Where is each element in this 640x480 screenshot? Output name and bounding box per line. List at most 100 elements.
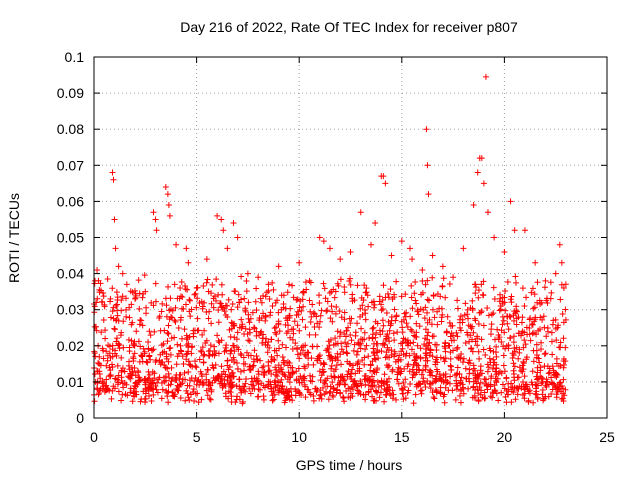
data-point-bulk [206,395,213,402]
data-point-bulk [425,329,432,336]
data-point-bulk [99,345,106,352]
data-point-bulk [458,350,465,357]
data-point-bulk [422,384,429,391]
data-point-bulk [316,324,323,331]
data-point-bulk [475,294,482,301]
data-point-bulk [434,321,441,328]
data-point-bulk [370,298,377,305]
data-point-bulk [549,351,556,358]
data-point-bulk [361,336,368,343]
data-point-bulk [459,359,466,366]
data-point-bulk [182,286,189,293]
data-point-bulk [310,361,317,368]
data-point-bulk [381,341,388,348]
data-point-bulk [184,286,191,293]
data-point-bulk [241,367,248,374]
data-point-bulk [254,356,261,363]
data-point-bulk [341,398,348,405]
data-point [425,191,432,198]
data-point-bulk [186,396,193,403]
data-point-bulk [116,341,123,348]
data-point-bulk [200,283,207,290]
data-point-bulk [356,388,363,395]
data-point-bulk [286,312,293,319]
data-point-bulk [276,368,283,375]
data-point-bulk [354,367,361,374]
data-point-bulk [268,388,275,395]
data-point-bulk [166,345,173,352]
data-point-bulk [296,327,303,334]
data-point-bulk [298,379,305,386]
data-point-bulk [106,364,113,371]
data-point-bulk [508,380,515,387]
data-point-bulk [333,304,340,311]
data-point-bulk [498,389,505,396]
data-point-bulk [489,365,496,372]
data-point-bulk [526,316,533,323]
data-point-bulk [475,398,482,405]
data-point-bulk [414,342,421,349]
y-tick-label: 0 [76,410,84,426]
data-point-bulk [393,396,400,403]
data-point-bulk [351,341,358,348]
data-point-bulk [390,330,397,337]
data-point-bulk [562,281,569,288]
data-point-bulk [327,354,334,361]
data-point-bulk [172,304,179,311]
data-point-bulk [341,289,348,296]
data-point-bulk [373,349,380,356]
data-point-bulk [500,352,507,359]
data-point-bulk [418,291,425,298]
data-point-bulk [413,353,420,360]
data-point-bulk [239,398,246,405]
data-point-bulk [409,305,416,312]
data-point-bulk [218,363,225,370]
data-point-bulk [397,356,404,363]
data-point-bulk [251,325,258,332]
data-point-bulk [480,278,487,285]
data-point-bulk [398,293,405,300]
data-point-bulk [456,354,463,361]
data-point-bulk [430,293,437,300]
data-point [474,169,481,176]
data-point-bulk [440,372,447,379]
data-point-bulk [284,358,291,365]
data-point-bulk [347,390,354,397]
data-point-bulk [148,299,155,306]
data-point-bulk [472,378,479,385]
data-point-bulk [385,290,392,297]
data-point-bulk [183,387,190,394]
data-point-bulk [294,296,301,303]
data-point-bulk [511,363,518,370]
data-point [96,360,103,367]
data-point-bulk [128,372,135,379]
data-point-bulk [196,356,203,363]
data-point-bulk [102,327,109,334]
data-point-bulk [478,308,485,315]
data-point-bulk [286,396,293,403]
data-point-bulk [185,358,192,365]
data-point-bulk [384,364,391,371]
data-point-bulk [401,365,408,372]
data-point-bulk [287,385,294,392]
data-point-bulk [453,380,460,387]
data-point-bulk [143,304,150,311]
data-point-bulk [145,376,152,383]
data-point-bulk [171,334,178,341]
data-point-bulk [427,385,434,392]
data-point-bulk [450,347,457,354]
data-point-bulk [321,361,328,368]
x-tick-label: 20 [497,429,513,445]
data-point-bulk [488,373,495,380]
data-point-bulk [257,295,264,302]
data-point-bulk [444,313,451,320]
data-point-bulk [500,362,507,369]
data-point-bulk [398,318,405,325]
data-point-bulk [334,328,341,335]
data-point-bulk [164,393,171,400]
data-point-bulk [424,296,431,303]
data-point-bulk [324,383,331,390]
data-point-bulk [474,342,481,349]
data-point-bulk [334,350,341,357]
data-point-bulk [489,389,496,396]
